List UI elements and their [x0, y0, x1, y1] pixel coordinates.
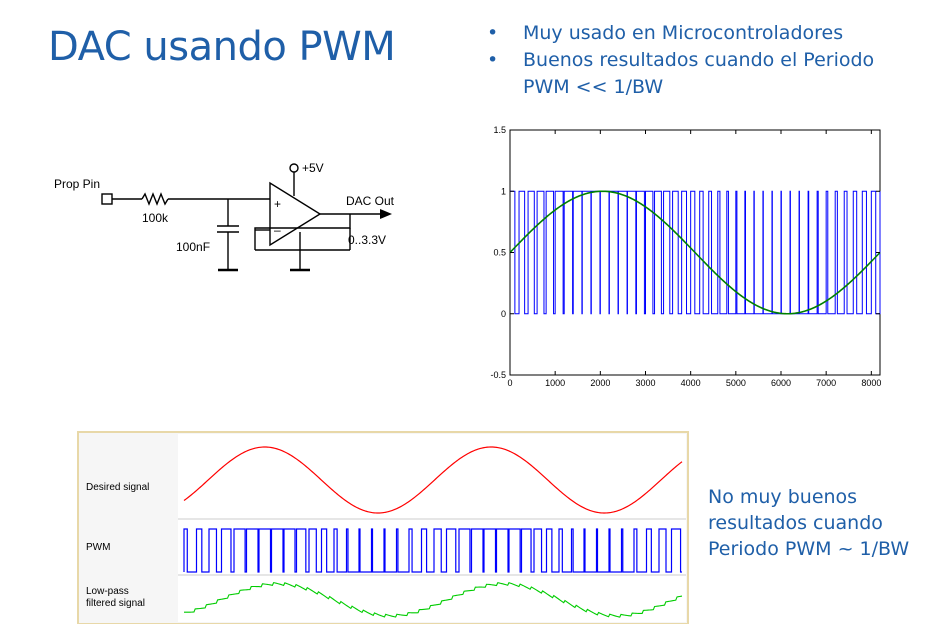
pwm-sine-chart: -0.500.511.5 0 1000 2000 3000 4000 5000 6000 70… — [490, 125, 881, 388]
note-text: No muy buenos resultados cuando Periodo … — [708, 486, 910, 560]
bullet-item: Buenos resultados cuando el Periodo PWM … — [487, 47, 923, 101]
resistor-label: 100k — [142, 211, 169, 225]
y-tick-label: 1 — [501, 186, 506, 196]
pwm-label: PWM — [86, 542, 110, 553]
x-tick-label: 2000 — [590, 378, 610, 388]
x-tick-label: 4000 — [681, 378, 701, 388]
capacitor-label: 100nF — [176, 240, 210, 254]
opamp-plus-sign: + — [274, 197, 281, 211]
supply-label: +5V — [302, 161, 324, 175]
slide-title: DAC usando PWM — [48, 24, 396, 70]
resistor-100k — [141, 192, 169, 206]
y-tick-label: 0.5 — [493, 248, 506, 258]
supply-terminal — [289, 163, 299, 173]
bullet-item: Muy usado en Microcontroladores — [487, 20, 923, 47]
y-tick-label: 1.5 — [493, 125, 506, 135]
desired-signal-line — [183, 446, 683, 514]
x-tick-label: 8000 — [861, 378, 881, 388]
y-tick-label: 0 — [501, 309, 506, 319]
desired-signal-label: Desired signal — [86, 482, 149, 493]
output-label: DAC Out — [346, 194, 395, 208]
pwm-series-line — [510, 190, 881, 315]
range-label: 0..3.3V — [348, 233, 386, 247]
input-pin-label: Prop Pin — [54, 177, 100, 191]
x-tick-label: 1000 — [545, 378, 565, 388]
pwm-signal-line — [183, 528, 682, 573]
pwm-comparison-panel: Desired signal PWM Low-pass filtered sign… — [77, 431, 689, 624]
lowpass-signal-line — [183, 581, 683, 618]
opamp-minus-sign: – — [274, 223, 281, 237]
sine-series-line — [509, 190, 881, 315]
panel-plot-area — [178, 434, 686, 622]
output-arrow — [380, 209, 392, 219]
x-tick-label: 3000 — [635, 378, 655, 388]
x-tick-label: 0 — [507, 378, 512, 388]
x-tick-label: 7000 — [816, 378, 836, 388]
x-tick-label: 6000 — [771, 378, 791, 388]
bullet-list: Muy usado en Microcontroladores Buenos r… — [487, 20, 923, 101]
lowpass-label: Low-pass filtered signal — [86, 586, 145, 609]
op-amp-triangle — [269, 181, 322, 247]
y-tick-label: -0.5 — [490, 370, 506, 380]
input-pin-square — [101, 193, 113, 205]
dac-circuit-diagram: Prop Pin 100k 100nF +5V DAC Out 0..3.3V … — [54, 161, 395, 272]
x-tick-label: 5000 — [726, 378, 746, 388]
